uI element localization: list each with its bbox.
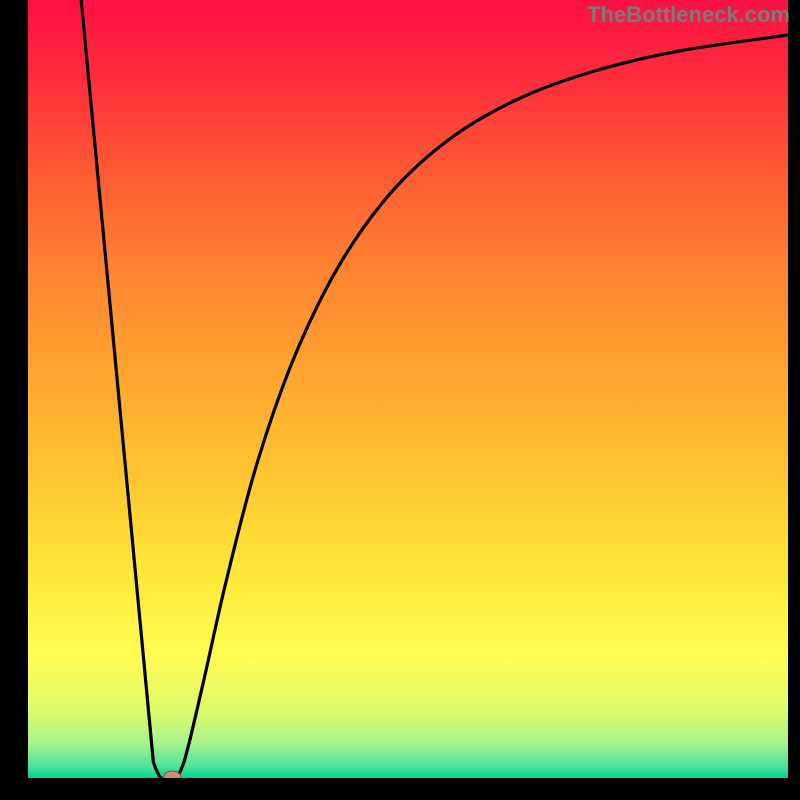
chart-container: TheBottleneck.com	[0, 0, 800, 800]
bottleneck-curve	[81, 0, 788, 778]
curve-layer	[28, 0, 788, 778]
plot-area	[28, 0, 788, 778]
watermark-text: TheBottleneck.com	[587, 2, 790, 28]
